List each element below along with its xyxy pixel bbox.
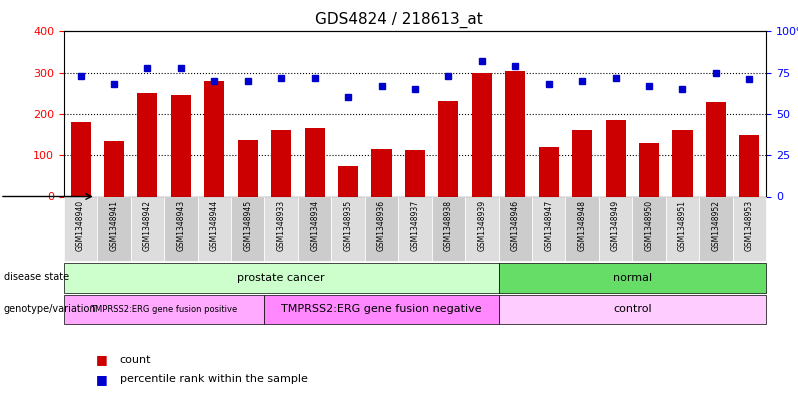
FancyBboxPatch shape <box>331 196 365 261</box>
Text: disease state: disease state <box>4 272 69 283</box>
Bar <box>706 103 726 196</box>
Text: GSM1348935: GSM1348935 <box>344 200 353 251</box>
Text: GDS4824 / 218613_at: GDS4824 / 218613_at <box>315 12 483 28</box>
FancyBboxPatch shape <box>365 196 398 261</box>
FancyBboxPatch shape <box>465 196 499 261</box>
FancyBboxPatch shape <box>699 196 733 261</box>
Bar <box>305 129 325 196</box>
Text: GSM1348953: GSM1348953 <box>745 200 754 251</box>
Bar <box>639 143 659 196</box>
Text: TMPRSS2:ERG gene fusion negative: TMPRSS2:ERG gene fusion negative <box>281 305 482 314</box>
Bar <box>739 136 760 196</box>
FancyBboxPatch shape <box>231 196 264 261</box>
Text: prostate cancer: prostate cancer <box>237 273 325 283</box>
Text: control: control <box>613 305 652 314</box>
Bar <box>70 122 91 196</box>
FancyBboxPatch shape <box>532 196 566 261</box>
Text: GSM1348938: GSM1348938 <box>444 200 453 251</box>
FancyBboxPatch shape <box>264 196 298 261</box>
Text: GSM1348951: GSM1348951 <box>678 200 687 251</box>
Text: GSM1348939: GSM1348939 <box>477 200 486 251</box>
Text: GSM1348947: GSM1348947 <box>544 200 553 251</box>
Text: GSM1348933: GSM1348933 <box>277 200 286 251</box>
Bar <box>271 130 291 196</box>
Text: normal: normal <box>613 273 652 283</box>
Bar <box>673 130 693 196</box>
FancyBboxPatch shape <box>398 196 432 261</box>
FancyBboxPatch shape <box>598 196 632 261</box>
FancyBboxPatch shape <box>264 295 499 324</box>
Bar <box>238 140 258 196</box>
Text: GSM1348944: GSM1348944 <box>210 200 219 251</box>
Bar <box>137 94 157 196</box>
Bar <box>338 165 358 196</box>
Text: percentile rank within the sample: percentile rank within the sample <box>120 374 307 384</box>
Text: GSM1348941: GSM1348941 <box>109 200 118 251</box>
FancyBboxPatch shape <box>198 196 231 261</box>
Bar <box>171 95 191 196</box>
FancyBboxPatch shape <box>64 196 97 261</box>
FancyBboxPatch shape <box>499 196 532 261</box>
FancyBboxPatch shape <box>164 196 198 261</box>
FancyBboxPatch shape <box>97 196 131 261</box>
Bar <box>539 147 559 196</box>
Text: GSM1348943: GSM1348943 <box>176 200 185 251</box>
Bar <box>405 150 425 196</box>
Text: GSM1348936: GSM1348936 <box>377 200 386 251</box>
Text: GSM1348948: GSM1348948 <box>578 200 587 251</box>
Text: GSM1348949: GSM1348949 <box>611 200 620 251</box>
Bar <box>104 141 124 196</box>
FancyBboxPatch shape <box>499 263 766 293</box>
Bar <box>505 71 525 196</box>
FancyBboxPatch shape <box>566 196 598 261</box>
Text: GSM1348950: GSM1348950 <box>645 200 654 251</box>
Text: GSM1348940: GSM1348940 <box>76 200 85 251</box>
Text: count: count <box>120 354 151 365</box>
Bar <box>472 73 492 196</box>
Text: GSM1348937: GSM1348937 <box>410 200 420 251</box>
FancyBboxPatch shape <box>733 196 766 261</box>
Text: ■: ■ <box>96 353 108 366</box>
Bar <box>572 130 592 196</box>
Text: GSM1348946: GSM1348946 <box>511 200 519 251</box>
FancyBboxPatch shape <box>64 263 499 293</box>
Text: ■: ■ <box>96 373 108 386</box>
Bar <box>438 101 458 196</box>
FancyBboxPatch shape <box>666 196 699 261</box>
Text: GSM1348942: GSM1348942 <box>143 200 152 251</box>
FancyBboxPatch shape <box>432 196 465 261</box>
FancyBboxPatch shape <box>632 196 666 261</box>
Bar <box>372 149 392 196</box>
Text: GSM1348934: GSM1348934 <box>310 200 319 251</box>
Text: genotype/variation: genotype/variation <box>4 304 97 314</box>
FancyBboxPatch shape <box>131 196 164 261</box>
FancyBboxPatch shape <box>499 295 766 324</box>
Text: TMPRSS2:ERG gene fusion positive: TMPRSS2:ERG gene fusion positive <box>90 305 238 314</box>
Bar <box>606 120 626 196</box>
Bar <box>204 81 224 196</box>
Text: GSM1348945: GSM1348945 <box>243 200 252 251</box>
FancyBboxPatch shape <box>298 196 331 261</box>
Text: GSM1348952: GSM1348952 <box>712 200 721 251</box>
FancyBboxPatch shape <box>64 295 264 324</box>
